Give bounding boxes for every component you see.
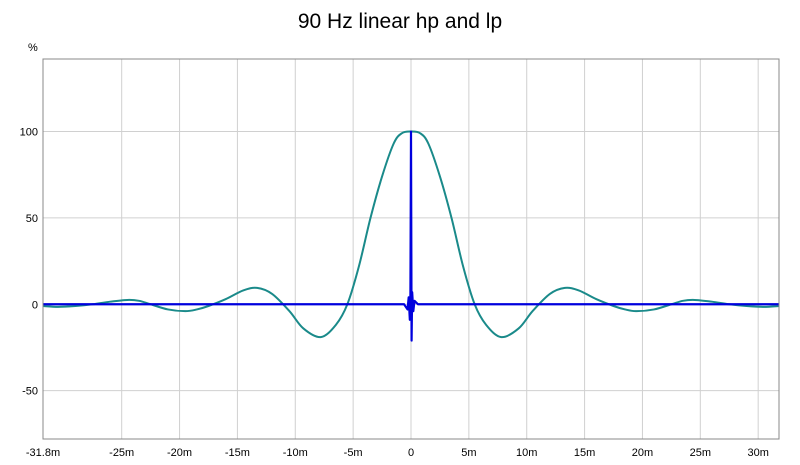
- x-tick-label: 10m: [516, 447, 537, 459]
- plot-frame: [42, 58, 780, 440]
- y-tick-label: 0: [32, 299, 38, 311]
- y-axis-unit-label: %: [28, 42, 38, 54]
- x-tick-label: 0: [408, 447, 414, 459]
- y-tick-label: 50: [26, 213, 38, 225]
- x-tick-label: -15m: [225, 447, 250, 459]
- x-tick-label: 25m: [690, 447, 711, 459]
- y-tick-label: 100: [20, 127, 38, 139]
- x-tick-label: -25m: [109, 447, 134, 459]
- x-tick-label: 5m: [461, 447, 476, 459]
- series-group: [42, 130, 780, 342]
- x-tick-label: -31.8m: [26, 447, 60, 459]
- tick-labels: -31.8m -25m -20m -15m -10m -5m 0 5m 10m 15m 20m 25m…: [20, 127, 769, 459]
- chart-title: 90 Hz linear hp and lp: [297, 10, 503, 33]
- x-tick-label: -5m: [344, 447, 363, 459]
- y-tick-label: -50: [22, 386, 38, 398]
- series-line-1: [43, 130, 779, 342]
- x-tick-label: 15m: [574, 447, 595, 459]
- x-tick-label: -20m: [167, 447, 192, 459]
- x-tick-label: 30m: [747, 447, 768, 459]
- x-tick-label: -10m: [283, 447, 308, 459]
- x-tick-label: 20m: [632, 447, 653, 459]
